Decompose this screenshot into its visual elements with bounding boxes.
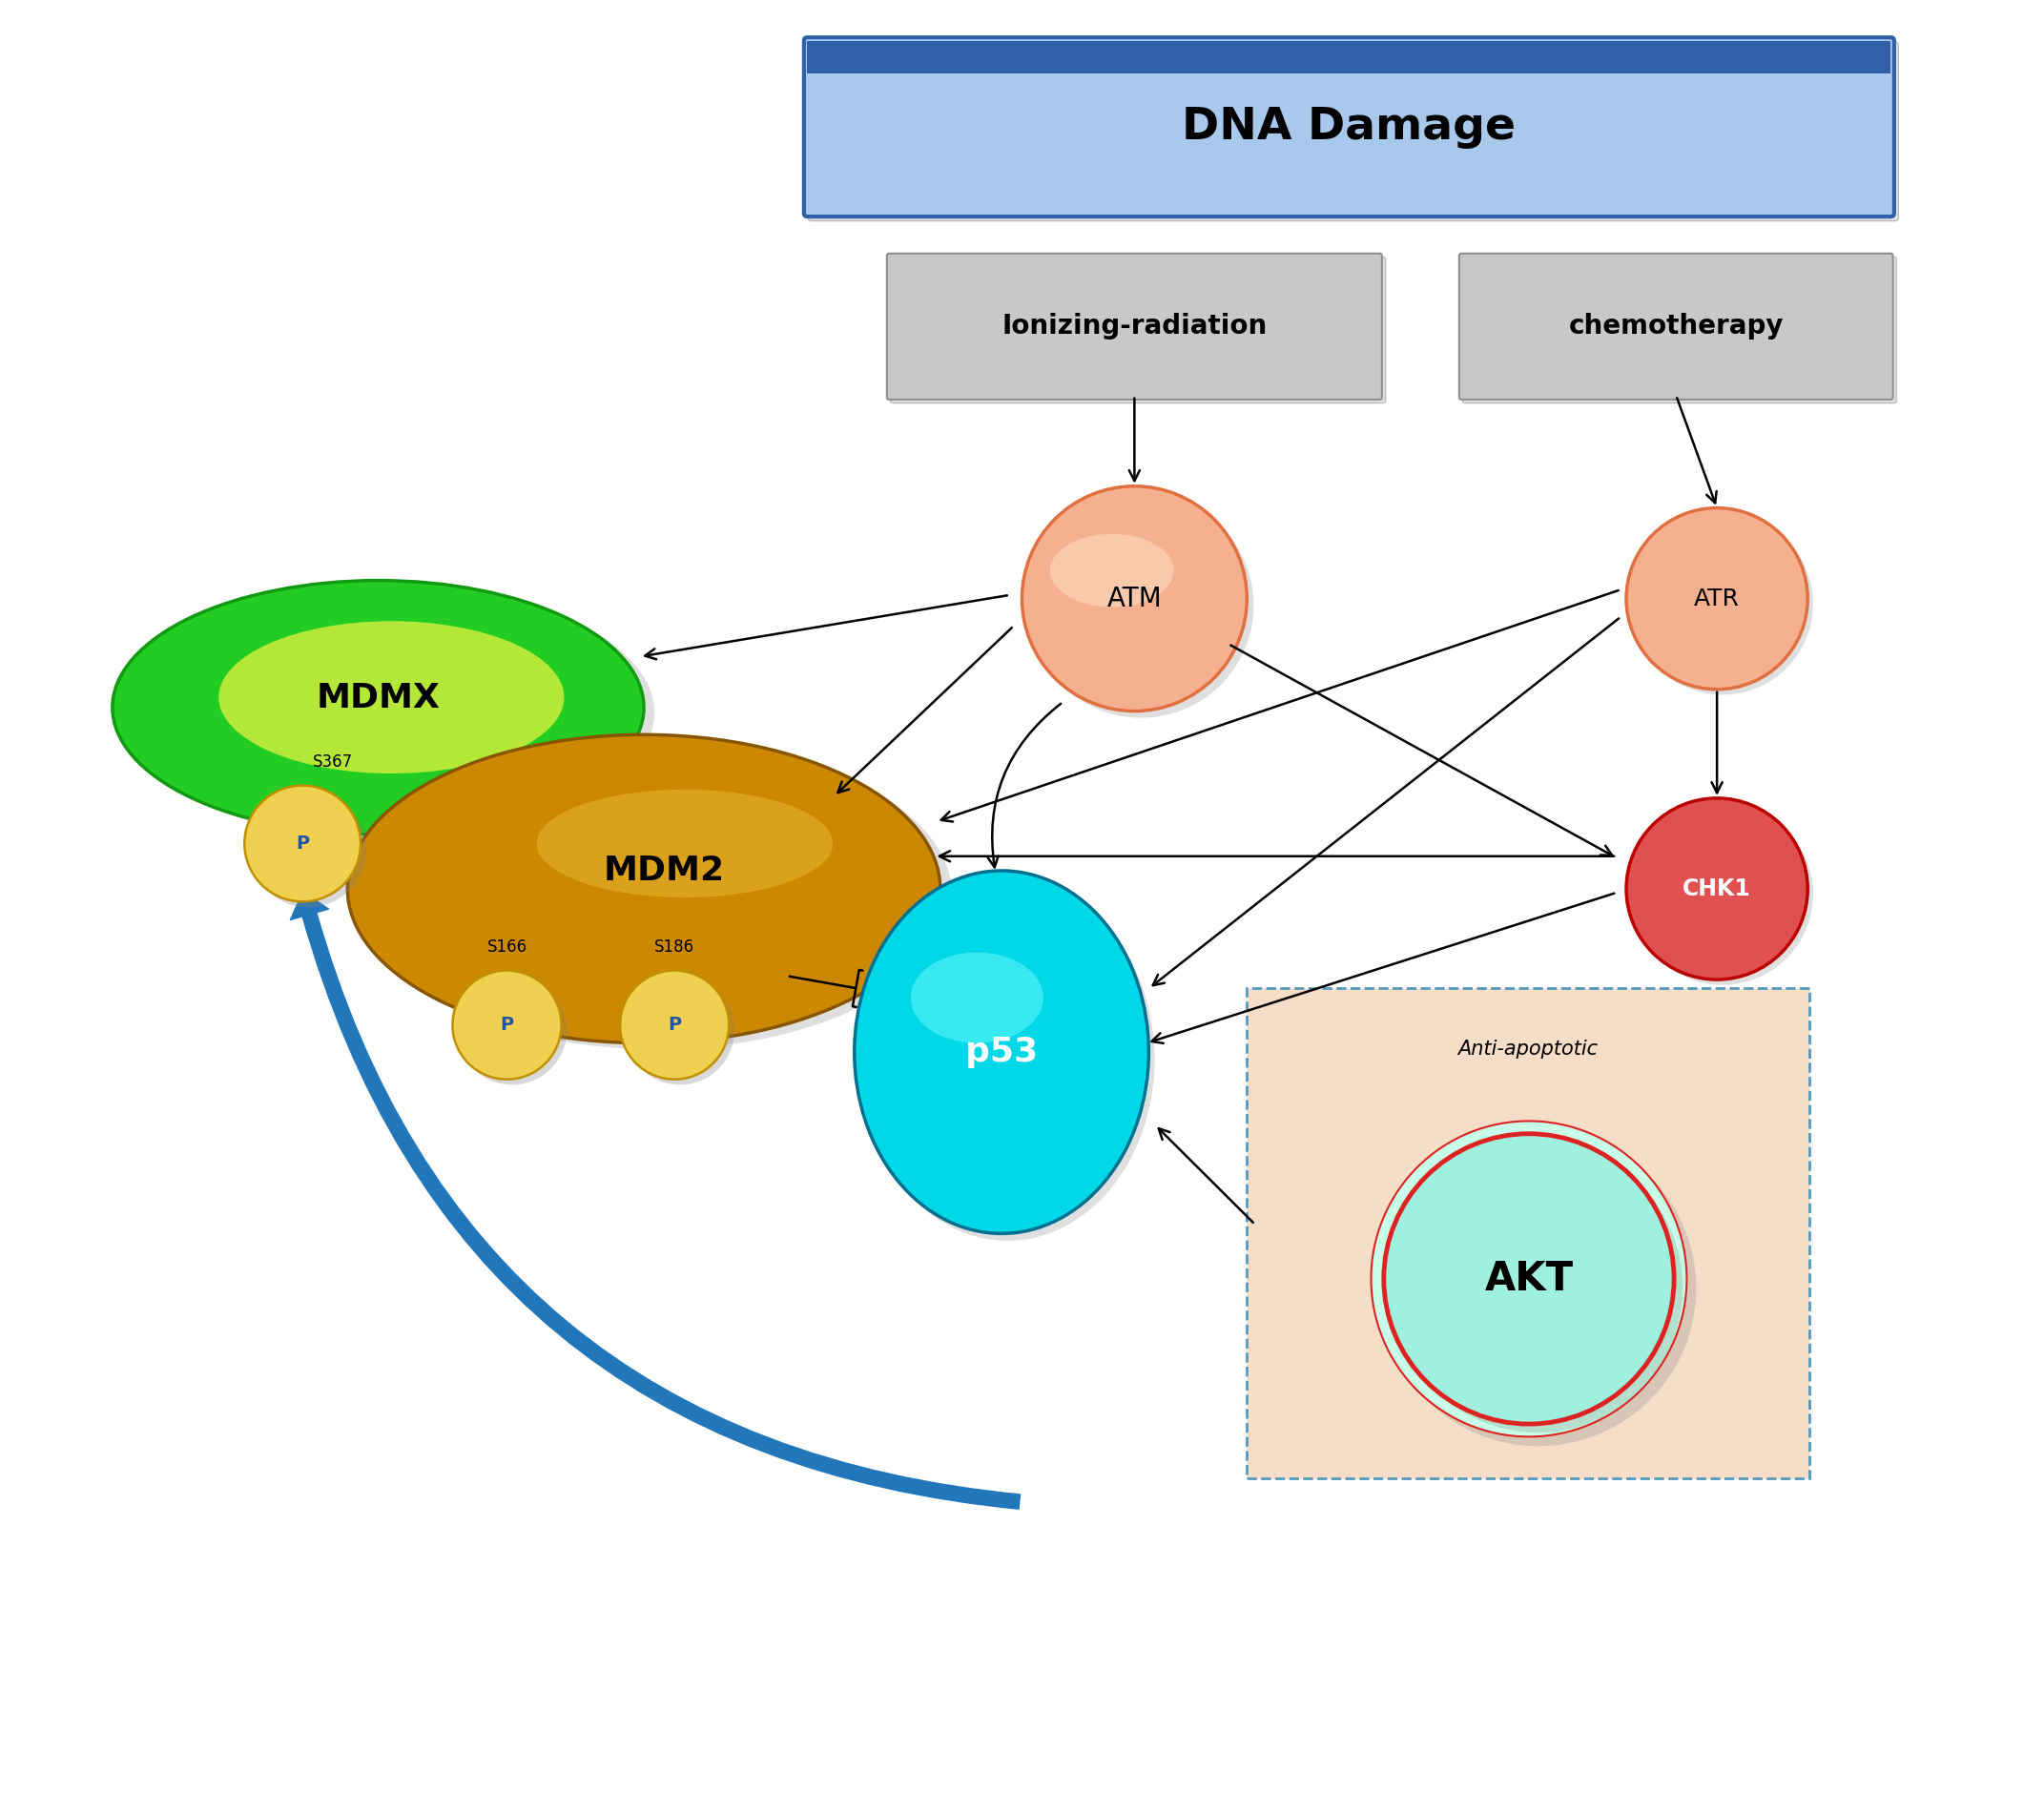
Text: Anti-apoptotic: Anti-apoptotic — [1457, 1039, 1598, 1059]
Circle shape — [1392, 1143, 1682, 1433]
FancyBboxPatch shape — [1247, 989, 1809, 1478]
Ellipse shape — [1051, 533, 1173, 608]
Ellipse shape — [219, 620, 564, 773]
Circle shape — [245, 785, 360, 902]
Circle shape — [1631, 804, 1813, 985]
Text: AKT: AKT — [1484, 1259, 1574, 1299]
Text: P: P — [296, 834, 309, 853]
Ellipse shape — [854, 871, 1149, 1234]
Circle shape — [249, 791, 366, 907]
Ellipse shape — [112, 580, 644, 834]
Text: DNA Damage: DNA Damage — [1181, 105, 1517, 149]
Text: Ionizing-radiation: Ionizing-radiation — [1002, 314, 1267, 339]
Text: MDM2: MDM2 — [603, 854, 726, 887]
Text: ATM: ATM — [1108, 586, 1161, 611]
Circle shape — [1384, 1134, 1674, 1424]
FancyBboxPatch shape — [807, 42, 1899, 221]
Ellipse shape — [536, 789, 834, 898]
Ellipse shape — [123, 586, 654, 840]
Text: S367: S367 — [313, 755, 354, 771]
Text: P: P — [501, 1016, 513, 1034]
Circle shape — [1627, 508, 1807, 689]
FancyBboxPatch shape — [1459, 254, 1893, 399]
Circle shape — [1631, 513, 1813, 695]
Circle shape — [1022, 486, 1247, 711]
Text: chemotherapy: chemotherapy — [1568, 314, 1784, 339]
Circle shape — [1380, 1130, 1697, 1446]
Circle shape — [452, 970, 562, 1079]
Text: P: P — [668, 1016, 681, 1034]
Text: p53: p53 — [965, 1036, 1038, 1068]
FancyArrowPatch shape — [290, 891, 1020, 1509]
Ellipse shape — [360, 740, 953, 1048]
Circle shape — [1028, 493, 1253, 718]
Text: S166: S166 — [486, 940, 527, 956]
Text: ATR: ATR — [1694, 588, 1739, 610]
Ellipse shape — [861, 878, 1155, 1241]
Circle shape — [1372, 1121, 1686, 1437]
Text: CHK1: CHK1 — [1682, 878, 1752, 900]
Ellipse shape — [912, 952, 1042, 1043]
Ellipse shape — [347, 735, 940, 1043]
Circle shape — [458, 976, 566, 1085]
FancyBboxPatch shape — [807, 42, 1891, 73]
Circle shape — [619, 970, 730, 1079]
FancyBboxPatch shape — [1464, 258, 1897, 403]
FancyBboxPatch shape — [887, 254, 1382, 399]
Text: MDMX: MDMX — [317, 682, 439, 715]
FancyBboxPatch shape — [803, 38, 1895, 216]
Circle shape — [1627, 798, 1807, 980]
Text: S186: S186 — [654, 940, 695, 956]
FancyBboxPatch shape — [891, 258, 1386, 403]
Circle shape — [625, 976, 734, 1085]
